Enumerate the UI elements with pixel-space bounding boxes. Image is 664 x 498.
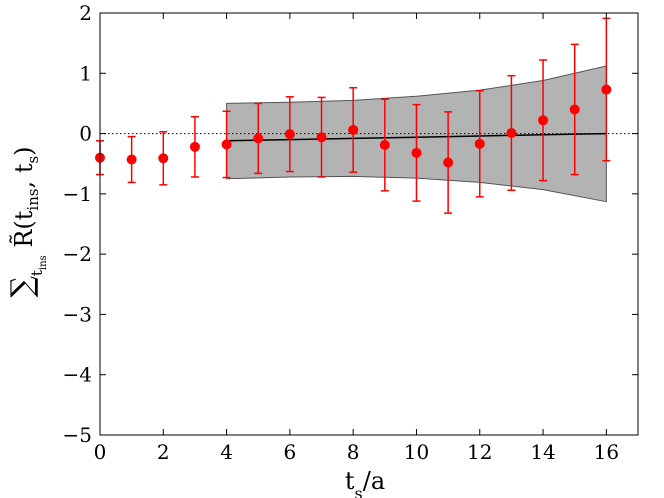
y-tick-label: −4	[63, 363, 92, 387]
x-axis-label: ts/a	[345, 467, 385, 498]
data-point	[506, 127, 517, 138]
x-tick-label: 14	[530, 440, 555, 464]
y-tick-label: 2	[79, 1, 92, 25]
data-point	[411, 147, 422, 158]
point-layer	[95, 84, 612, 168]
x-tick-label: 2	[157, 440, 170, 464]
y-tick-label: −5	[63, 423, 92, 447]
y-tick-label: −2	[63, 242, 92, 266]
data-point	[379, 140, 390, 151]
data-point	[601, 84, 612, 95]
data-point	[126, 154, 137, 165]
y-axis-label: ∑tins R̃(tins, ts)	[5, 146, 49, 297]
y-tick-label: 1	[79, 61, 92, 85]
x-tick-label: 0	[94, 440, 107, 464]
plot-frame	[99, 12, 639, 436]
data-point	[221, 139, 232, 150]
data-point	[189, 141, 200, 152]
x-tick-label: 6	[284, 440, 297, 464]
data-point	[474, 138, 485, 149]
x-tick-label: 8	[347, 440, 360, 464]
data-point	[569, 104, 580, 115]
data-point	[158, 153, 169, 164]
y-tick-label: −3	[63, 302, 92, 326]
x-tick-label: 4	[220, 440, 233, 464]
x-tick-label: 12	[467, 440, 492, 464]
data-point	[348, 124, 359, 135]
x-tick-label: 16	[594, 440, 619, 464]
y-tick-label: 0	[79, 122, 92, 146]
data-point	[253, 133, 264, 144]
data-point	[284, 129, 295, 140]
data-point	[316, 132, 327, 143]
y-tick-label: −1	[63, 182, 92, 206]
data-point	[443, 157, 454, 168]
x-tick-label: 10	[404, 440, 429, 464]
svg-text:∑tins R̃(tins, ts): ∑tins R̃(tins, ts)	[5, 146, 49, 297]
data-point	[538, 115, 549, 126]
